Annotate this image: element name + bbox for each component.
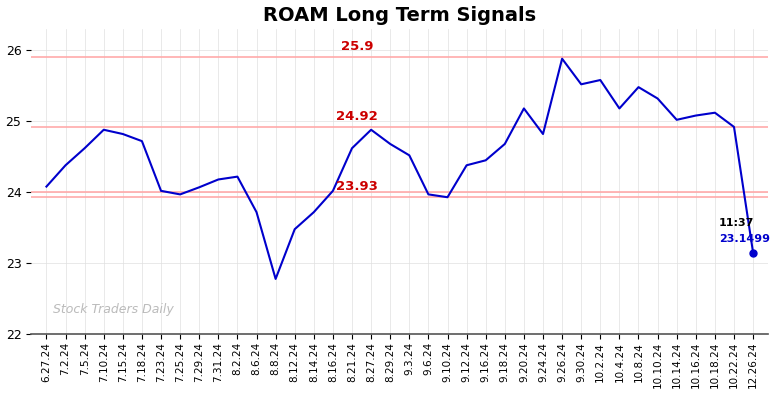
Text: 23.1499: 23.1499 [719, 234, 770, 244]
Text: 25.9: 25.9 [341, 40, 374, 53]
Point [747, 250, 760, 256]
Title: ROAM Long Term Signals: ROAM Long Term Signals [263, 6, 536, 25]
Text: Stock Traders Daily: Stock Traders Daily [53, 303, 174, 316]
Text: 23.93: 23.93 [336, 180, 379, 193]
Text: 24.92: 24.92 [336, 110, 378, 123]
Text: 11:37: 11:37 [719, 218, 754, 228]
